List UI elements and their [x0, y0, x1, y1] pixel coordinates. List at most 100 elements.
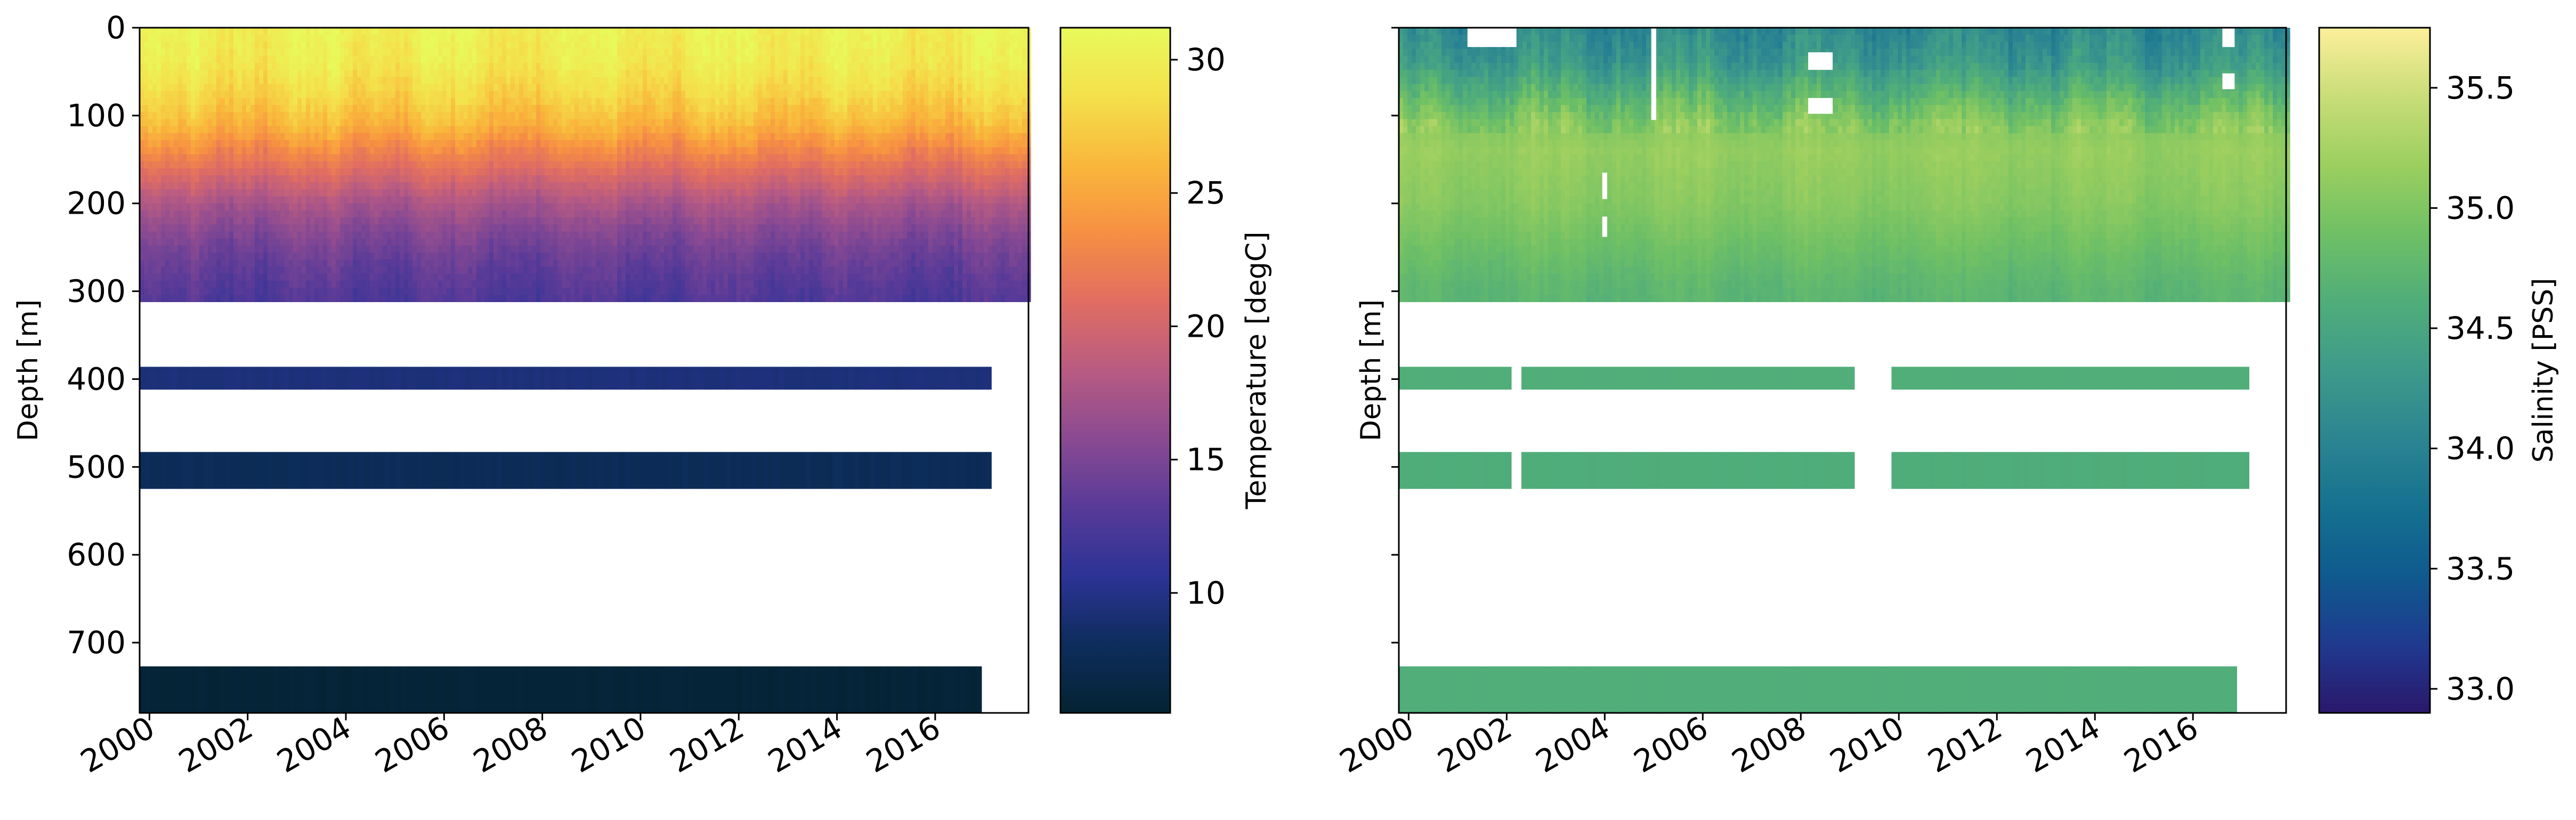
heatmap-cell [242, 91, 247, 99]
heatmap-cell [506, 119, 511, 127]
heatmap-cell [169, 189, 174, 197]
heatmap-cell [191, 28, 196, 35]
heatmap-cell [493, 48, 498, 56]
heatmap-cell [242, 154, 247, 162]
heatmap-cell [519, 140, 524, 148]
heatmap-cell [165, 126, 170, 134]
heatmap-cell [574, 245, 579, 253]
heatmap-cell [387, 295, 392, 302]
heatmap-cell [489, 280, 494, 288]
heatmap-cell [161, 253, 166, 260]
heatmap-cell [336, 231, 341, 239]
heatmap-cell [464, 259, 468, 267]
heatmap-cell [208, 62, 213, 70]
heatmap-cell [540, 42, 545, 50]
heatmap-cell [310, 245, 315, 253]
heatmap-cell [391, 154, 396, 162]
heatmap-cell [655, 259, 660, 267]
heatmap-cell [229, 77, 234, 85]
heatmap-cell [515, 70, 520, 77]
heatmap-cell [587, 168, 592, 176]
heatmap-cell [212, 231, 217, 239]
heatmap-cell [621, 48, 626, 56]
heatmap-cell [617, 140, 622, 148]
heatmap-cell [191, 238, 196, 246]
heatmap-cell [140, 98, 144, 105]
heatmap-cell [178, 42, 183, 50]
heatmap-cell [592, 126, 596, 134]
heatmap-cell [306, 84, 311, 92]
heatmap-cell [643, 119, 647, 127]
heatmap-cell [566, 112, 571, 120]
heatmap-cell [557, 48, 562, 56]
heatmap-cell [280, 105, 285, 112]
heatmap-cell [664, 84, 669, 92]
heatmap-cell [587, 133, 592, 141]
heatmap-cell [681, 231, 686, 239]
heatmap-cell [152, 217, 157, 225]
heatmap-cell [476, 98, 481, 105]
heatmap-cell [626, 203, 630, 211]
heatmap-cell [140, 168, 144, 176]
heatmap-cell [609, 245, 613, 253]
heatmap-cell [506, 70, 511, 77]
heatmap-cell [395, 175, 400, 183]
heatmap-cell [638, 210, 643, 218]
heatmap-cell [280, 210, 285, 218]
heatmap-cell [169, 266, 174, 274]
heatmap-cell [536, 295, 541, 302]
heatmap-cell [366, 77, 370, 85]
heatmap-cell [621, 105, 626, 112]
heatmap-cell [331, 91, 336, 99]
heatmap-cell [165, 203, 170, 211]
heatmap-cell [250, 182, 255, 190]
heatmap-cell [655, 231, 660, 239]
heatmap-cell [370, 175, 375, 183]
heatmap-cell [191, 189, 196, 197]
heatmap-cell [378, 126, 383, 134]
heatmap-cell [617, 266, 622, 274]
heatmap-cell [596, 91, 601, 99]
heatmap-cell [383, 175, 387, 183]
heatmap-cell [609, 259, 613, 267]
heatmap-cell [144, 288, 149, 295]
heatmap-cell [357, 91, 362, 99]
heatmap-cell [331, 112, 336, 120]
heatmap-cell [638, 126, 643, 134]
heatmap-cell [673, 224, 677, 232]
heatmap-cell [225, 42, 230, 50]
heatmap-cell [626, 84, 630, 92]
heatmap-cell [336, 238, 341, 246]
heatmap-cell [387, 140, 392, 148]
heatmap-cell [263, 70, 268, 77]
heatmap-cell [349, 168, 353, 176]
heatmap-cell [225, 154, 230, 162]
heatmap-cell [570, 161, 575, 169]
heatmap-cell [442, 273, 447, 281]
heatmap-cell [314, 112, 319, 120]
heatmap-cell [229, 280, 234, 288]
heatmap-cell [276, 210, 281, 218]
heatmap-cell [263, 238, 268, 246]
heatmap-cell [250, 84, 255, 92]
heatmap-cell [545, 140, 549, 148]
heatmap-cell [233, 62, 238, 70]
heatmap-cell [600, 259, 605, 267]
heatmap-cell [566, 105, 571, 112]
heatmap-cell [148, 161, 153, 169]
heatmap-cell [208, 154, 213, 162]
heatmap-cell [647, 55, 652, 63]
heatmap-cell [660, 196, 665, 204]
heatmap-cell [609, 196, 613, 204]
heatmap-cell [536, 210, 541, 218]
heatmap-cell [681, 253, 686, 260]
heatmap-cell [191, 55, 196, 63]
heatmap-cell [233, 259, 238, 267]
heatmap-cell [493, 245, 498, 253]
heatmap-cell [459, 105, 464, 112]
heatmap-cell [161, 105, 166, 112]
heatmap-cell [438, 217, 443, 225]
heatmap-cell [557, 154, 562, 162]
heatmap-cell [425, 168, 430, 176]
heatmap-cell [255, 168, 260, 176]
